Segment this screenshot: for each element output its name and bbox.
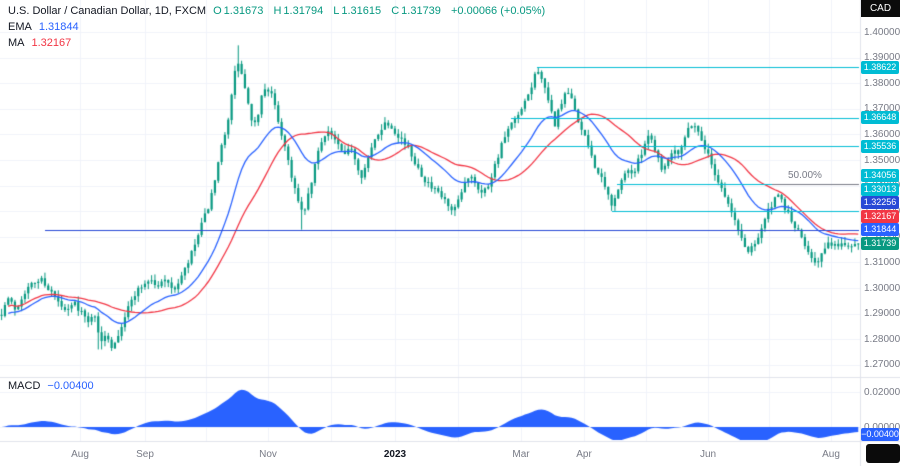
price-tick-label: 1.31000 bbox=[864, 256, 900, 268]
macd-value-badge: −0.00400 bbox=[861, 427, 899, 441]
price-tick-label: 1.35000 bbox=[864, 154, 900, 166]
time-axis-label: Nov bbox=[259, 449, 277, 460]
indicator-ma[interactable]: MA 1.32167 bbox=[8, 37, 72, 49]
price-level-badge: 1.31844 bbox=[861, 223, 899, 237]
time-axis-label: Aug bbox=[71, 449, 89, 460]
price-tick-label: 1.40000 bbox=[864, 26, 900, 38]
symbol-title[interactable]: U.S. Dollar / Canadian Dollar, 1D, FXCM bbox=[8, 5, 207, 17]
ma-value: 1.32167 bbox=[31, 37, 72, 49]
indicator-macd[interactable]: MACD −0.00400 bbox=[8, 380, 94, 392]
time-axis-label: Jun bbox=[699, 449, 717, 460]
price-level-badge: 1.35536 bbox=[861, 139, 899, 153]
ema-value: 1.31844 bbox=[38, 21, 79, 33]
price-tick-label: 1.38000 bbox=[864, 77, 900, 89]
time-axis-label: Apr bbox=[576, 449, 592, 460]
macd-value: −0.00400 bbox=[47, 380, 94, 392]
price-tick-label: 1.30000 bbox=[864, 282, 900, 294]
price-tick-label: 1.27000 bbox=[864, 359, 900, 371]
indicator-ema[interactable]: EMA 1.31844 bbox=[8, 21, 79, 33]
price-tick-label: 1.36000 bbox=[864, 128, 900, 140]
price-tick-label: 1.28000 bbox=[864, 333, 900, 345]
macd-tick-label: 0.02000 bbox=[864, 386, 900, 398]
price-level-badge: 1.33013 bbox=[861, 182, 899, 196]
macd-tick-label: 0.00000 bbox=[864, 422, 900, 433]
fib-50-label: 50.00% bbox=[788, 170, 822, 181]
time-axis-label: Aug bbox=[822, 449, 840, 460]
price-tick-label: 1.37000 bbox=[864, 103, 900, 115]
ohlc-readout: O 1.31673 H 1.31794 L 1.31615 C 1.31739 +0.0… bbox=[213, 5, 546, 17]
price-tick-label: 1.39000 bbox=[864, 52, 900, 64]
price-level-badge: 1.32256 bbox=[861, 196, 899, 210]
time-axis-label: 2023 bbox=[383, 449, 407, 460]
price-level-badge: 1.38622 bbox=[861, 60, 899, 74]
change-readout: +0.00066 (+0.05%) bbox=[450, 5, 546, 17]
price-level-badge: 1.34056 bbox=[861, 169, 899, 183]
price-tick-label: 1.32000 bbox=[864, 231, 900, 242]
time-axis-label: Sep bbox=[136, 449, 154, 460]
price-level-badge: 1.32167 bbox=[861, 209, 899, 223]
price-level-badge: 1.31739 bbox=[861, 236, 899, 250]
corner-logo-box[interactable] bbox=[866, 444, 900, 463]
quote-currency-badge[interactable]: CAD bbox=[861, 0, 900, 17]
legend: U.S. Dollar / Canadian Dollar, 1D, FXCM … bbox=[8, 3, 547, 51]
price-tick-label: 1.29000 bbox=[864, 308, 900, 320]
price-level-badge: 1.36648 bbox=[861, 111, 899, 125]
time-axis-label: Mar bbox=[512, 449, 530, 460]
